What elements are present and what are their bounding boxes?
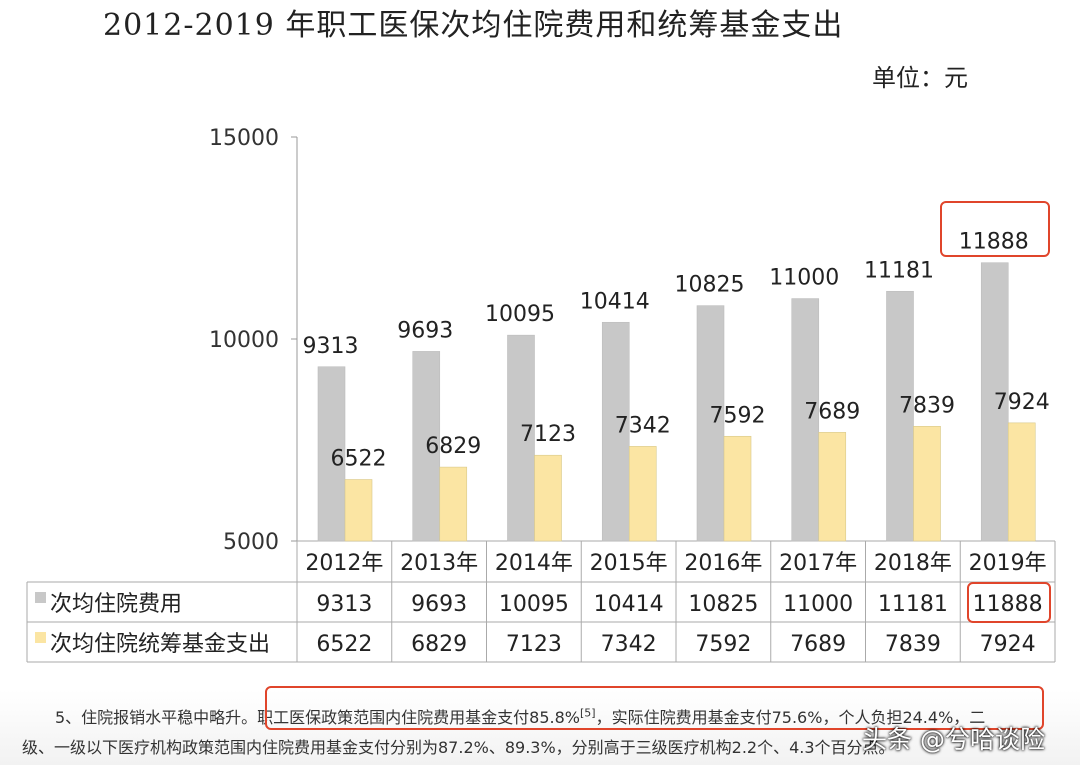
- bar-fund: [723, 435, 752, 542]
- bar-fund: [344, 479, 373, 542]
- table-cell: 11181: [878, 592, 948, 617]
- table-cell: 10825: [688, 592, 758, 617]
- x-tick-label: 2017年: [779, 551, 857, 576]
- unit-label: 单位：元: [872, 64, 968, 92]
- table-cell: 11888: [973, 592, 1043, 617]
- data-label: 11000: [769, 266, 839, 291]
- bar-fund: [534, 454, 562, 542]
- x-tick-label: 2018年: [874, 551, 952, 576]
- table-cell: 9313: [316, 592, 372, 617]
- bar-cost: [507, 334, 535, 542]
- data-label: 7689: [804, 399, 860, 424]
- data-label: 7839: [899, 393, 955, 418]
- bar-cost: [696, 305, 725, 542]
- table-cell: 6522: [316, 632, 372, 657]
- table-cell: 10414: [594, 592, 664, 617]
- x-tick-label: 2015年: [590, 551, 668, 576]
- bar-chart: 5000 10000 15000 2012年 9313 9313 6522 6522 2013年…: [26, 126, 1056, 663]
- bar-cost: [601, 321, 630, 542]
- footnote-line-2: 级、一级以下医疗机构政策范围内住院费用基金支付分别为87.2%、89.3%，分别…: [22, 738, 895, 757]
- bar-cost: [791, 298, 820, 542]
- x-tick-label: 2014年: [495, 551, 573, 576]
- footnote-ref[interactable]: [5]: [580, 706, 596, 720]
- data-label: 11888: [959, 230, 1029, 255]
- table-cell: 7592: [695, 632, 751, 657]
- table-cell: 6829: [411, 632, 467, 657]
- x-tick-label: 2012年: [305, 551, 383, 576]
- bar-fund: [1007, 422, 1036, 542]
- data-label: 7123: [520, 422, 576, 447]
- footnote-text: 5、住院报销水平稳中略升。职工医保政策范围内住院费用基金支付85.8%: [55, 708, 581, 727]
- data-label: 7924: [994, 390, 1050, 415]
- data-label: 10095: [485, 302, 555, 327]
- bar-cost: [886, 290, 914, 542]
- data-label: 6829: [425, 434, 481, 459]
- table-cell: 7342: [601, 632, 657, 657]
- bar-fund: [818, 432, 847, 542]
- highlight-box-2019-cell: [967, 582, 1051, 623]
- chart-title: 2012-2019 年职工医保次均住院费用和统筹基金支出: [103, 8, 844, 43]
- highlight-box-footnote: [265, 686, 1044, 730]
- table-cell: 7123: [506, 632, 562, 657]
- legend-swatch: [35, 592, 46, 603]
- footnote-text: ，实际住院费用基金支付75.6%，个人负担24.4%，二: [595, 708, 986, 727]
- y-tick-label: 15000: [209, 126, 279, 151]
- bar-fund: [628, 446, 657, 542]
- x-tick-label: 2016年: [684, 551, 762, 576]
- legend-swatch: [35, 632, 46, 643]
- legend-label: 次均住院费用: [50, 592, 182, 617]
- bar-fund: [913, 426, 941, 542]
- footnote-line-1: 5、住院报销水平稳中略升。职工医保政策范围内住院费用基金支付85.8%[5]，实…: [55, 704, 985, 728]
- data-label: 7342: [615, 413, 671, 438]
- bar-cost: [317, 366, 346, 542]
- footnote: 5、住院报销水平稳中略升。职工医保政策范围内住院费用基金支付85.8%[5]，实…: [0, 690, 1080, 765]
- y-tick-label: 5000: [223, 530, 279, 555]
- legend-label: 次均住院统筹基金支出: [50, 632, 270, 657]
- table-cell: 7924: [980, 632, 1036, 657]
- x-tick-label: 2019年: [969, 551, 1047, 576]
- table-cell: 9693: [411, 592, 467, 617]
- table-cell: 7839: [885, 632, 941, 657]
- table-cell: 10095: [499, 592, 569, 617]
- y-tick-label: 10000: [209, 328, 279, 353]
- data-label: 10825: [675, 273, 745, 298]
- data-label: 11181: [864, 258, 934, 283]
- data-label: 9313: [303, 334, 359, 359]
- bar-cost: [980, 262, 1009, 542]
- data-label: 7592: [710, 403, 766, 428]
- bar-cost: [412, 351, 441, 542]
- data-label: 9693: [397, 318, 453, 343]
- data-label: 10414: [580, 289, 650, 314]
- watermark: 头条 @兮哈谈险: [862, 725, 1045, 754]
- x-tick-label: 2013年: [400, 551, 478, 576]
- bar-fund: [439, 466, 468, 542]
- data-label: 6522: [331, 447, 387, 472]
- table-cell: 11000: [783, 592, 853, 617]
- table-cell: 7689: [790, 632, 846, 657]
- highlight-box-2019-label: [940, 201, 1050, 257]
